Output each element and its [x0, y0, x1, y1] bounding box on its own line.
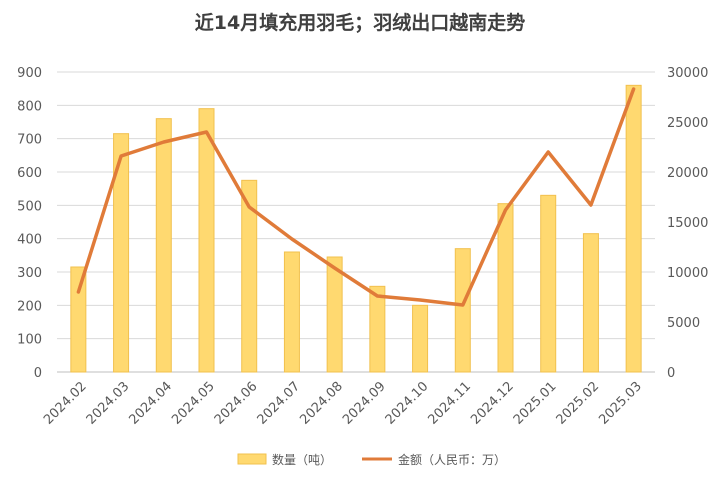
x-tick-label: 2025.02 — [554, 379, 603, 428]
x-tick-label: 2024.06 — [212, 379, 261, 428]
right-tick-label: 5000 — [667, 316, 700, 331]
bar-quantity — [113, 133, 130, 373]
left-tick-label: 500 — [17, 199, 42, 214]
line-series — [76, 87, 636, 307]
left-tick-label: 800 — [17, 99, 42, 114]
x-tick-label: 2024.10 — [383, 379, 432, 428]
bar-quantity — [625, 84, 642, 373]
bar-quantity — [582, 233, 599, 373]
bar-quantity — [70, 266, 87, 373]
x-tick-label: 2024.08 — [297, 379, 346, 428]
bar-quantity — [326, 256, 343, 373]
bar-quantity — [369, 285, 386, 373]
bar-quantity — [412, 304, 429, 373]
right-tick-label: 25000 — [667, 116, 708, 131]
legend-label-amount: 金额（人民币：万） — [398, 452, 506, 467]
x-tick-label: 2024.03 — [84, 379, 133, 428]
left-tick-label: 400 — [17, 233, 42, 248]
x-tick-label: 2025.01 — [511, 379, 560, 428]
legend-label-quantity: 数量（吨） — [272, 452, 332, 467]
right-y-axis: 0 5000 10000 15000 20000 25000 30000 — [667, 66, 708, 381]
x-tick-label: 2024.05 — [169, 379, 218, 428]
x-axis: 2024.022024.032024.042024.052024.062024.… — [41, 379, 645, 428]
x-tick-label: 2024.09 — [340, 379, 389, 428]
left-y-axis: 0 100 200 300 400 500 600 700 800 900 — [17, 66, 42, 381]
right-tick-label: 0 — [667, 366, 675, 381]
x-tick-label: 2025.03 — [596, 379, 645, 428]
x-tick-label: 2024.04 — [126, 379, 175, 428]
legend: 数量（吨） 金额（人民币：万） — [237, 452, 506, 467]
bar-quantity — [241, 179, 258, 373]
bar-quantity — [540, 194, 557, 373]
left-tick-label: 300 — [17, 266, 42, 281]
right-tick-label: 10000 — [667, 266, 708, 281]
legend-swatch-quantity — [237, 453, 267, 465]
line-amount — [76, 87, 636, 307]
x-tick-label: 2024.12 — [468, 379, 517, 428]
right-tick-label: 30000 — [667, 66, 708, 81]
x-tick-label: 2024.02 — [41, 379, 90, 428]
left-tick-label: 900 — [17, 66, 42, 81]
x-tick-label: 2024.11 — [425, 379, 474, 428]
x-tick-label: 2024.07 — [255, 379, 304, 428]
left-tick-label: 200 — [17, 299, 42, 314]
left-tick-label: 700 — [17, 133, 42, 148]
chart-title: 近14月填充用羽毛；羽绒出口越南走势 — [194, 12, 526, 34]
right-tick-label: 15000 — [667, 216, 708, 231]
left-tick-label: 600 — [17, 166, 42, 181]
left-tick-label: 100 — [17, 333, 42, 348]
right-tick-label: 20000 — [667, 166, 708, 181]
bar-series — [70, 84, 642, 373]
bar-quantity — [155, 118, 172, 373]
bar-quantity — [454, 248, 471, 373]
grid-lines — [57, 71, 655, 373]
bar-quantity — [497, 203, 514, 373]
left-tick-label: 0 — [34, 366, 42, 381]
bar-quantity — [198, 108, 215, 373]
bar-quantity — [283, 251, 300, 373]
